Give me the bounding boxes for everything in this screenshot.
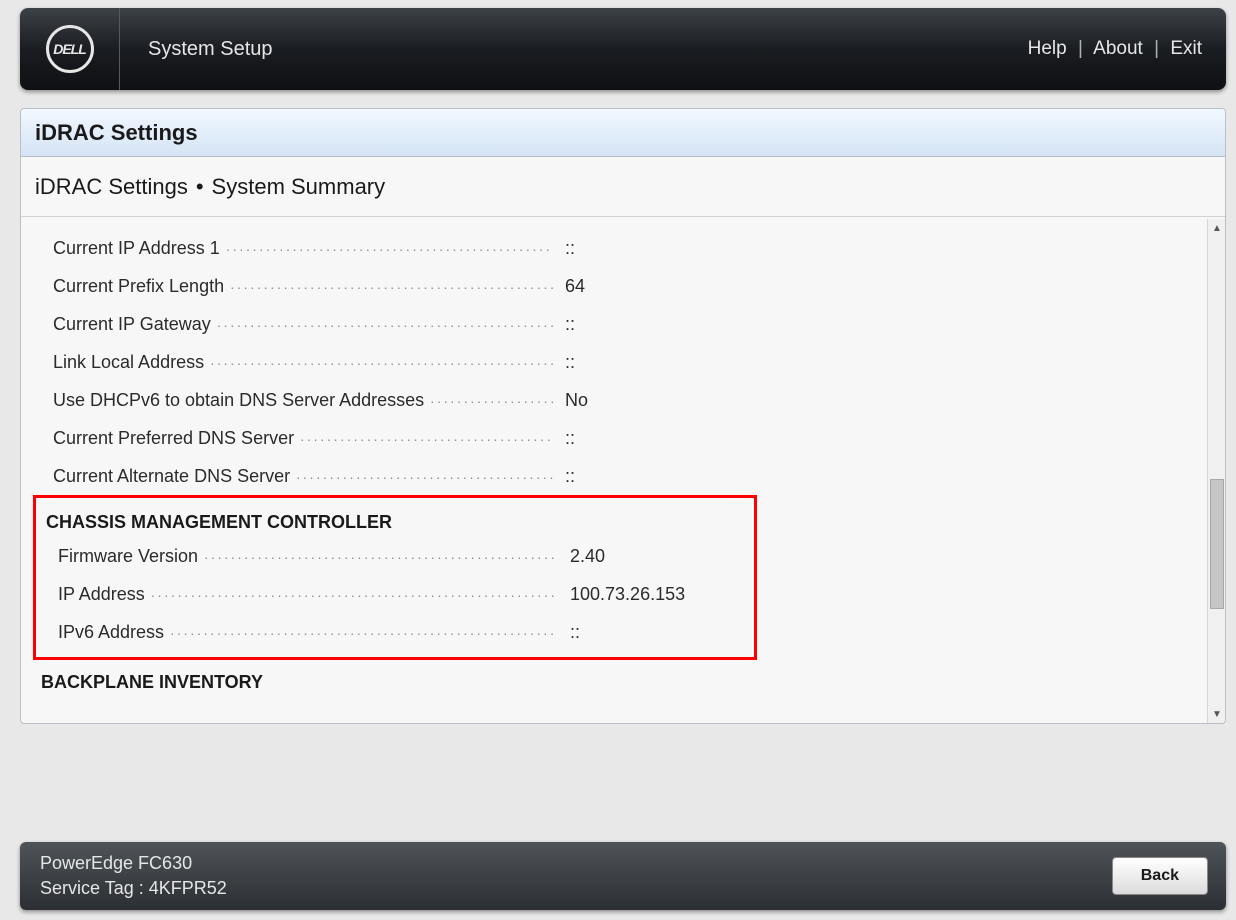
app-title: System Setup — [148, 38, 273, 61]
kv-label: IP Address — [58, 584, 558, 605]
kv-label: Link Local Address — [53, 352, 553, 373]
content-column: Current IP Address 1 :: Current Prefix L… — [21, 219, 1207, 723]
footer-bar: PowerEdge FC630 Service Tag : 4KFPR52 Ba… — [20, 842, 1226, 910]
kv-row: Firmware Version 2.40 — [36, 537, 754, 575]
exit-link[interactable]: Exit — [1170, 38, 1202, 59]
cmc-section-header: CHASSIS MANAGEMENT CONTROLLER — [36, 500, 754, 537]
kv-value: :: — [553, 428, 1197, 449]
back-button[interactable]: Back — [1112, 857, 1208, 895]
scroll-area: Current IP Address 1 :: Current Prefix L… — [21, 219, 1225, 723]
kv-label: Current Preferred DNS Server — [53, 428, 553, 449]
kv-value: 64 — [553, 276, 1197, 297]
breadcrumb: iDRAC Settings • System Summary — [21, 157, 1225, 217]
cmc-highlight-box: CHASSIS MANAGEMENT CONTROLLER Firmware V… — [33, 495, 757, 660]
footer-info: PowerEdge FC630 Service Tag : 4KFPR52 — [40, 853, 227, 899]
kv-value: :: — [553, 466, 1197, 487]
kv-row: IPv6 Address :: — [36, 613, 754, 651]
service-tag-label: Service Tag : — [40, 878, 144, 898]
kv-row: Current Alternate DNS Server :: — [31, 457, 1197, 495]
kv-label: IPv6 Address — [58, 622, 558, 643]
scroll-thumb[interactable] — [1210, 479, 1224, 609]
panel-title: iDRAC Settings — [21, 109, 1225, 157]
help-link[interactable]: Help — [1028, 38, 1067, 59]
backplane-section-header: BACKPLANE INVENTORY — [31, 660, 1197, 697]
kv-value: 100.73.26.153 — [558, 584, 754, 605]
breadcrumb-separator: • — [196, 174, 204, 200]
kv-row: Use DHCPv6 to obtain DNS Server Addresse… — [31, 381, 1197, 419]
kv-row: Current Preferred DNS Server :: — [31, 419, 1197, 457]
dell-logo-icon: DELL — [46, 25, 94, 73]
service-tag-value: 4KFPR52 — [149, 878, 227, 898]
kv-value: :: — [553, 352, 1197, 373]
kv-row: Current Prefix Length 64 — [31, 267, 1197, 305]
kv-value: No — [553, 390, 1197, 411]
kv-value: :: — [558, 622, 754, 643]
vertical-scrollbar[interactable]: ▲ ▼ — [1207, 219, 1225, 723]
service-tag: Service Tag : 4KFPR52 — [40, 878, 227, 899]
link-separator: | — [1154, 38, 1159, 59]
about-link[interactable]: About — [1093, 38, 1143, 59]
page-root: DELL System Setup Help | About | Exit iD… — [0, 0, 1236, 920]
header-bar: DELL System Setup Help | About | Exit — [20, 8, 1226, 90]
scroll-up-arrow-icon[interactable]: ▲ — [1208, 219, 1226, 237]
kv-label: Current IP Address 1 — [53, 238, 553, 259]
kv-row: Link Local Address :: — [31, 343, 1197, 381]
kv-row: IP Address 100.73.26.153 — [36, 575, 754, 613]
logo-wrap: DELL — [20, 8, 120, 90]
kv-value: :: — [553, 238, 1197, 259]
kv-label: Use DHCPv6 to obtain DNS Server Addresse… — [53, 390, 553, 411]
main-panel: iDRAC Settings iDRAC Settings • System S… — [20, 108, 1226, 724]
header-links: Help | About | Exit — [1028, 38, 1202, 60]
kv-row: Current IP Address 1 :: — [31, 229, 1197, 267]
breadcrumb-leaf: System Summary — [212, 174, 386, 200]
kv-value: 2.40 — [558, 546, 754, 567]
kv-label: Current Prefix Length — [53, 276, 553, 297]
scroll-down-arrow-icon[interactable]: ▼ — [1208, 705, 1226, 723]
kv-label: Current IP Gateway — [53, 314, 553, 335]
breadcrumb-root: iDRAC Settings — [35, 174, 188, 200]
system-model: PowerEdge FC630 — [40, 853, 227, 874]
link-separator: | — [1078, 38, 1083, 59]
kv-label: Current Alternate DNS Server — [53, 466, 553, 487]
kv-label: Firmware Version — [58, 546, 558, 567]
kv-value: :: — [553, 314, 1197, 335]
kv-row: Current IP Gateway :: — [31, 305, 1197, 343]
